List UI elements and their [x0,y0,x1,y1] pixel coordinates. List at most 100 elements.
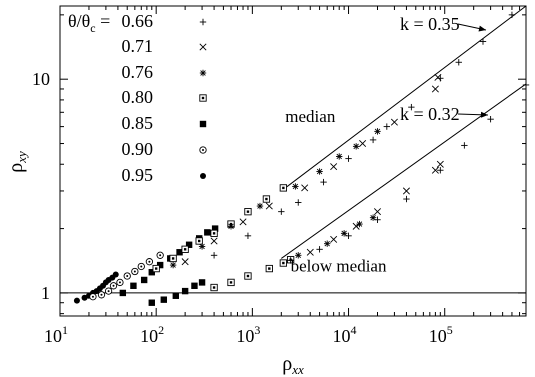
data-point [198,243,206,250]
boxed-square-inner [212,232,216,235]
cross-marker-b [390,118,398,126]
data-point [292,183,299,190]
y-tick-label: 1 [41,283,50,303]
data-point [204,229,211,236]
dotted-circle-dot [126,275,129,278]
data-point [431,85,439,93]
asterisk-marker-b [228,223,234,230]
data-point [148,269,155,276]
boxed-square-inner [171,257,175,260]
data-point [160,296,167,303]
data-point [301,184,309,192]
filled-circle-marker [112,271,119,278]
filled-square-marker [185,241,193,248]
data-point [374,216,381,223]
data-point [181,287,189,295]
asterisk-marker-b [316,168,323,175]
filled-square-marker [198,279,206,286]
data-point [403,195,410,203]
cross-marker-b [431,85,439,93]
filled-square-marker [172,292,180,299]
filled-square-marker [148,299,155,306]
legend-label: 0.85 [122,113,154,133]
dotted-circle-dot [140,265,143,268]
data-point [437,75,444,82]
data-point [145,258,154,266]
cross-marker-b [431,166,439,174]
data-point [265,264,273,273]
boxed-square-inner [229,281,233,284]
asterisk-marker-b [353,143,359,150]
boxed-square-inner [265,197,268,201]
data-point [148,299,155,306]
data-points-group [73,11,530,306]
data-point [156,261,164,269]
data-point [345,232,352,240]
legend-label: 0.90 [122,139,154,159]
data-point [336,153,343,160]
filled-square-marker [130,282,137,289]
data-point [169,261,177,269]
data-point [97,291,106,299]
data-point [256,202,264,210]
legend-label: 0.66 [122,11,154,31]
data-point [479,38,487,45]
x-axis-ticks: 101 102 103 104 105 [44,6,527,346]
cross-marker-b [330,235,338,243]
data-point [195,237,203,245]
data-point [169,254,177,263]
plot-area-border [59,5,527,317]
boxed-square-inner [183,248,187,251]
x-tick-label: 105 [429,323,453,346]
legend-label: 0.95 [122,165,154,185]
cross-marker-b [402,187,410,195]
data-point [191,282,198,289]
data-point [116,278,124,287]
asterisk-marker-b [200,70,206,76]
data-point [244,232,252,240]
boxed-square-inner [212,286,216,289]
data-point [199,43,207,51]
data-point [508,11,516,19]
data-point [227,278,235,287]
data-point [198,279,206,286]
data-point [374,128,381,135]
filled-square-marker [160,296,167,303]
data-point [210,229,218,238]
data-point [279,259,288,267]
data-point [262,195,271,203]
below-median-label: below median [291,256,387,275]
data-point [522,81,530,89]
k-arrow-head [478,25,486,32]
data-point [199,94,207,102]
data-point [137,262,145,271]
cross-marker-b [181,258,189,266]
data-point [369,214,377,221]
boxed-square-inner [246,274,250,278]
x-tick-label: 104 [333,323,357,346]
cross-marker-b [306,248,314,256]
legend-label: 0.76 [122,62,154,82]
cross-marker-b [352,222,360,230]
data-point [306,248,314,256]
data-point [373,208,382,216]
boxed-square-inner [246,210,250,213]
x-tick-label: 102 [140,323,164,346]
cross-marker-b [239,218,247,226]
filled-square-marker [176,249,183,256]
data-point [356,220,363,228]
data-point [316,246,323,253]
boxed-square-inner [268,267,271,270]
filled-square-marker [156,261,164,269]
data-point [239,218,247,226]
data-point [181,258,189,266]
data-point [487,115,494,123]
dotted-circle-dot [100,293,103,296]
y-axis-ticks: 1 10 [32,14,526,315]
asterisk-marker-b [336,153,342,160]
data-point [279,184,288,192]
data-point [359,140,367,148]
legend: θ/θc = 0.66 0.71 0.76 0.80 0.85 0.90 0.95 [68,11,207,185]
x-tick-label: 101 [44,323,68,346]
